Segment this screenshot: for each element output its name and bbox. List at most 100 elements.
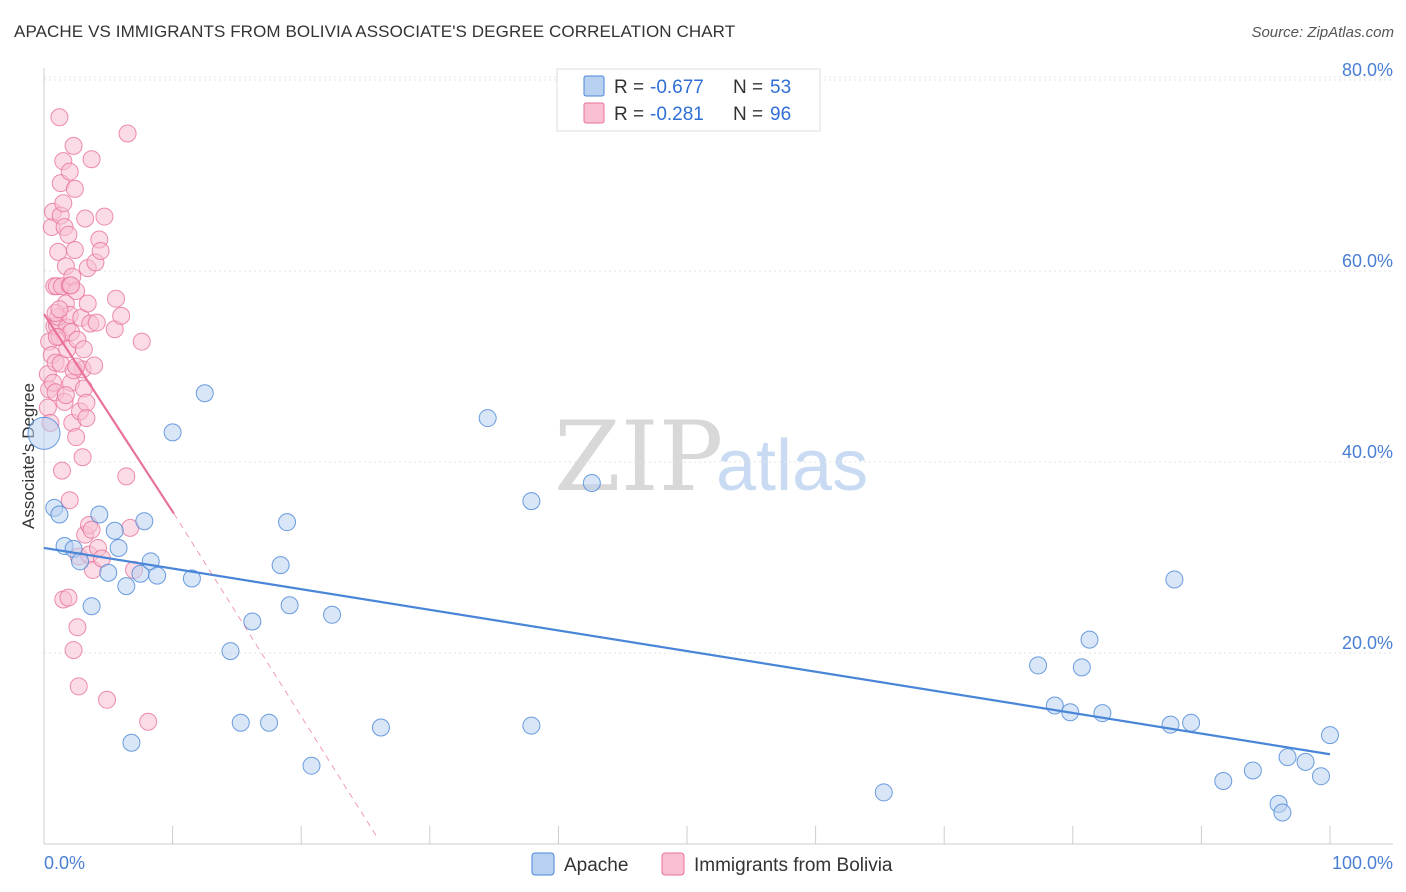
apache-point-32 xyxy=(522,492,541,511)
apache-point-48 xyxy=(1278,748,1297,767)
bottom-legend-apache-label: Apache xyxy=(564,855,628,876)
bolivia-point-60 xyxy=(77,393,96,412)
bolivia-point-76 xyxy=(95,207,114,226)
apache-point-35 xyxy=(1029,656,1048,675)
apache-point-18 xyxy=(182,569,201,588)
bolivia-point-42 xyxy=(64,136,83,155)
bolivia-point-80 xyxy=(112,306,131,325)
source-label: Source: ZipAtlas.com xyxy=(1251,24,1394,41)
bolivia-point-90 xyxy=(62,276,81,295)
bottom-legend-bolivia-label: Immigrants from Bolivia xyxy=(694,855,893,876)
apache-point-9 xyxy=(105,521,124,540)
y-axis-label: Associate's Degree xyxy=(19,383,38,529)
apache-point-45 xyxy=(1243,761,1262,780)
legend-apache-swatch xyxy=(583,75,605,97)
legend-apache-r-label: R = xyxy=(614,77,644,98)
bolivia-point-95 xyxy=(60,491,79,510)
bolivia-point-47 xyxy=(67,428,86,447)
legend-bolivia-n-label: N = xyxy=(733,104,763,125)
apache-point-31 xyxy=(522,716,541,735)
legend-apache-n-value: 53 xyxy=(770,77,791,98)
apache-point-11 xyxy=(117,577,136,596)
axes xyxy=(43,68,1393,845)
chart-title: APACHE VS IMMIGRANTS FROM BOLIVIA ASSOCI… xyxy=(14,22,736,41)
legend-box: R = -0.677 N = 53 R = -0.281 N = 96 xyxy=(556,68,821,132)
legend-apache-n-label: N = xyxy=(733,77,763,98)
bolivia-point-69 xyxy=(85,356,104,375)
bolivia-point-49 xyxy=(68,618,87,637)
apache-trend-line xyxy=(43,546,1331,756)
apache-point-43 xyxy=(1182,713,1201,732)
apache-point-12 xyxy=(122,733,141,752)
apache-point-0 xyxy=(27,416,61,450)
apache-point-39 xyxy=(1080,630,1099,649)
bolivia-trend-line xyxy=(43,313,175,515)
bolivia-point-22 xyxy=(53,461,72,480)
apache-point-14 xyxy=(135,512,154,531)
bolivia-point-55 xyxy=(73,448,92,467)
apache-point-51 xyxy=(1321,726,1339,745)
bolivia-point-62 xyxy=(78,294,97,313)
apache-point-17 xyxy=(163,423,182,442)
apache-point-21 xyxy=(231,713,250,732)
apache-point-34 xyxy=(874,783,893,802)
x-tick-marks xyxy=(43,826,1331,844)
apache-point-38 xyxy=(1072,658,1091,677)
apache-point-49 xyxy=(1296,752,1315,771)
bolivia-point-0 xyxy=(38,398,57,417)
bolivia-point-92 xyxy=(56,386,75,405)
series-bolivia-points xyxy=(38,108,158,731)
bolivia-point-45 xyxy=(65,179,84,198)
bolivia-point-85 xyxy=(132,332,151,351)
apache-point-33 xyxy=(582,474,601,493)
apache-point-7 xyxy=(90,505,109,524)
legend-apache-r-value: -0.677 xyxy=(650,77,704,98)
legend-bolivia-swatch xyxy=(583,102,605,124)
y-tick-label-80: 80.0% xyxy=(1342,60,1393,80)
bolivia-point-34 xyxy=(59,225,78,244)
apache-point-2 xyxy=(50,505,69,524)
apache-point-26 xyxy=(280,596,299,615)
bolivia-point-82 xyxy=(118,124,137,143)
bolivia-point-56 xyxy=(74,340,93,359)
apache-point-44 xyxy=(1214,771,1233,790)
apache-point-27 xyxy=(302,756,321,775)
apache-point-42 xyxy=(1165,570,1184,589)
bolivia-point-89 xyxy=(50,300,69,319)
watermark-atlas: atlas xyxy=(716,426,868,506)
bolivia-point-67 xyxy=(82,150,101,169)
apache-point-47 xyxy=(1273,803,1292,822)
apache-point-50 xyxy=(1311,767,1330,786)
bolivia-point-18 xyxy=(50,108,69,127)
apache-point-22 xyxy=(243,612,262,631)
bolivia-point-43 xyxy=(64,641,83,660)
bottom-legend-apache-swatch xyxy=(531,852,555,876)
legend-bolivia-r-value: -0.281 xyxy=(650,104,704,125)
bottom-legend: Apache Immigrants from Bolivia xyxy=(531,852,893,876)
bolivia-point-44 xyxy=(65,240,84,259)
x-tick-min: 0.0% xyxy=(44,853,85,873)
y-tick-label-40: 40.0% xyxy=(1342,442,1393,462)
legend-bolivia-n-value: 96 xyxy=(770,104,791,125)
bottom-legend-bolivia-swatch xyxy=(661,852,685,876)
bolivia-point-77 xyxy=(98,690,117,709)
apache-point-30 xyxy=(478,409,497,428)
bolivia-point-81 xyxy=(117,467,136,486)
x-tick-max: 100.0% xyxy=(1332,853,1393,873)
apache-point-29 xyxy=(371,718,390,737)
bolivia-point-51 xyxy=(69,677,88,696)
apache-point-28 xyxy=(323,605,342,624)
y-tick-labels: 20.0% 40.0% 60.0% 80.0% xyxy=(1342,60,1393,653)
bolivia-point-71 xyxy=(87,313,106,332)
apache-point-16 xyxy=(148,566,167,585)
apache-point-10 xyxy=(109,538,128,557)
watermark-zip: ZIP xyxy=(554,401,723,513)
apache-point-23 xyxy=(260,713,279,732)
bolivia-trend-extension xyxy=(173,513,379,840)
apache-point-25 xyxy=(278,513,297,532)
bolivia-point-94 xyxy=(77,409,96,428)
bolivia-point-58 xyxy=(76,209,95,228)
trend-lines xyxy=(43,313,1331,840)
bolivia-point-74 xyxy=(91,241,110,260)
